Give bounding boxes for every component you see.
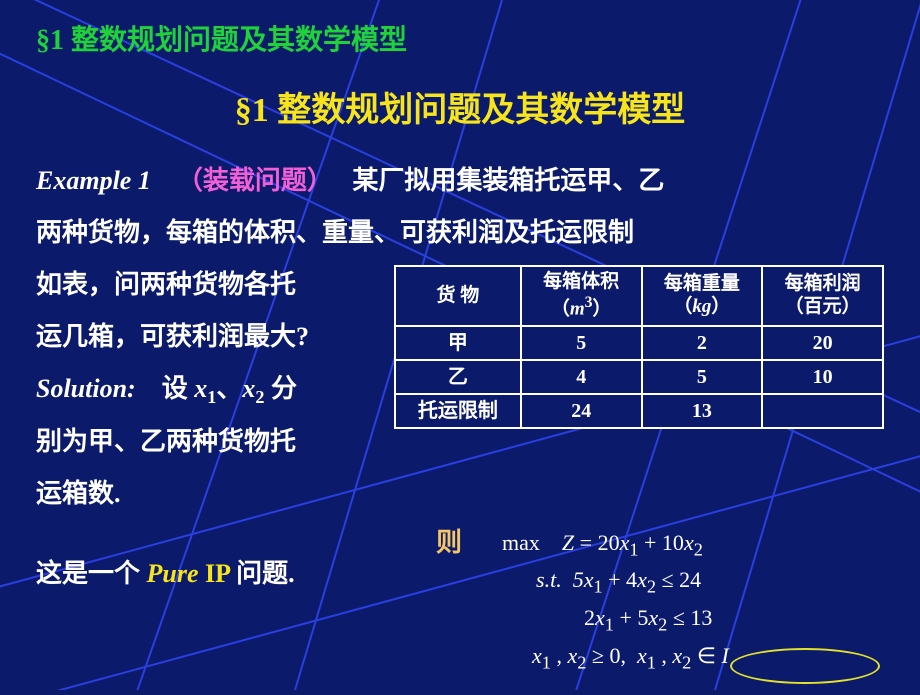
pure-suffix: 问题. [230,559,295,588]
math-block: max Z = 20x1 + 10x2 s.t. 5x1 + 4x2 ≤ 24 … [502,526,729,678]
solution-line2: 别为甲、乙两种货物托 [36,416,376,468]
ip-word: IP [199,559,230,588]
sentence-part1: 某厂拟用集装箱托运甲、乙 [352,166,664,195]
cell-wt: 5 [642,360,763,394]
cell-vol: 24 [521,394,642,428]
th-weight: 每箱重量 （kg） [642,266,763,326]
cell-name: 甲 [395,326,521,360]
cell-wt: 2 [642,326,763,360]
math-region: 则 max Z = 20x1 + 10x2 s.t. 5x1 + 4x2 ≤ 2… [426,520,884,678]
solution-line1: Solution: 设 x1、x2 分 [36,363,376,416]
cell-vol: 4 [521,360,642,394]
title-yellow: §1 整数规划问题及其数学模型 [36,82,884,131]
pure-ip-line: 这是一个 Pure IP 问题. [36,548,426,678]
example-block: Example 1 （装载问题） 某厂拟用集装箱托运甲、乙 两种货物，每箱的体积… [36,155,884,259]
paren-label: （装载问题） [177,166,333,195]
sentence-part2: 两种货物，每箱的体积、重量、可获利润及托运限制 [36,218,634,247]
table-row: 乙 4 5 10 [395,360,883,394]
pure-word: Pure [147,559,199,588]
math-c1: s.t. 5x1 + 4x2 ≤ 24 [502,563,729,601]
cell-profit [762,394,883,428]
left-column: 如表，问两种货物各托 运几箱，可获利润最大? Solution: 设 x1、x2… [36,259,376,520]
sol-suffix: 分 [264,374,297,403]
cell-profit: 10 [762,360,883,394]
ze-label: 则 [436,522,462,559]
cell-name: 乙 [395,360,521,394]
math-objective: max Z = 20x1 + 10x2 [502,526,729,564]
pure-prefix: 这是一个 [36,559,147,588]
slide-content: §1 整数规划问题及其数学模型 §1 整数规划问题及其数学模型 Example … [0,0,920,677]
header-green: §1 整数规划问题及其数学模型 [36,18,884,58]
right-column: 货 物 每箱体积 （m3） 每箱重量 （kg） 每箱利润 （百元） [394,259,884,429]
cell-profit: 20 [762,326,883,360]
sentence-left2: 运几箱，可获利润最大? [36,311,376,363]
sol-prefix: 设 [162,374,195,403]
table-header-row: 货 物 每箱体积 （m3） 每箱重量 （kg） 每箱利润 （百元） [395,266,883,326]
cell-wt: 13 [642,394,763,428]
table-row: 甲 5 2 20 [395,326,883,360]
table-row: 托运限制 24 13 [395,394,883,428]
solution-line3: 运箱数. [36,468,376,520]
th-goods: 货 物 [395,266,521,326]
solution-label: Solution: [36,374,136,403]
math-c2: 2x1 + 5x2 ≤ 13 [502,601,729,639]
cell-vol: 5 [521,326,642,360]
math-c3: x1 , x2 ≥ 0, x1 , x2 ∈ I [502,639,729,677]
th-profit: 每箱利润 （百元） [762,266,883,326]
th-volume: 每箱体积 （m3） [521,266,642,326]
cargo-table: 货 物 每箱体积 （m3） 每箱重量 （kg） 每箱利润 （百元） [394,265,884,429]
cell-name: 托运限制 [395,394,521,428]
example-label: Example 1 [36,166,151,195]
sentence-left1: 如表，问两种货物各托 [36,259,376,311]
sol-mid: 、 [216,374,242,403]
